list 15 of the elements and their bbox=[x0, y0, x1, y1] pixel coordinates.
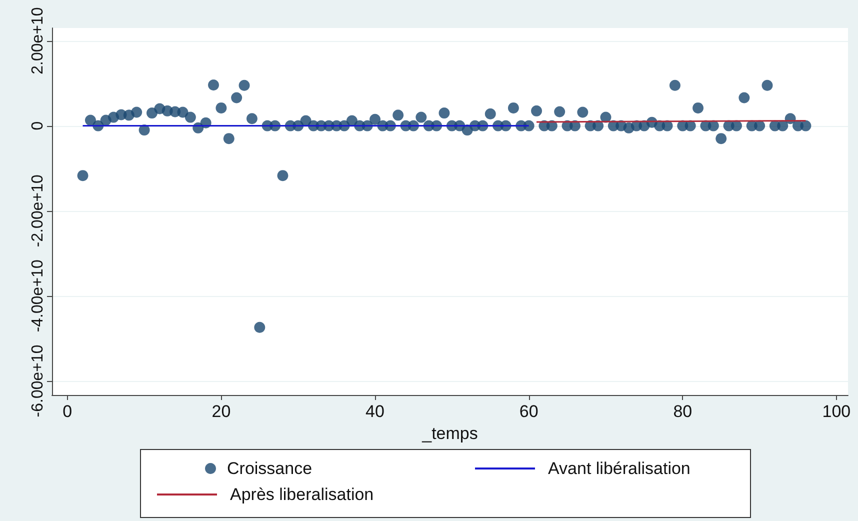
x-tick-label: 80 bbox=[673, 402, 692, 421]
x-tick-label: 20 bbox=[212, 402, 231, 421]
legend-label: Avant libéralisation bbox=[548, 459, 690, 478]
y-tick-label: 0 bbox=[30, 121, 46, 130]
x-tick-label: 40 bbox=[366, 402, 384, 421]
x-tick-label: 0 bbox=[62, 402, 72, 421]
legend-label: Croissance bbox=[227, 459, 312, 478]
x-tick-label: 100 bbox=[822, 402, 851, 421]
y-tick-label: -2.00e+10 bbox=[30, 174, 46, 248]
y-tick-label: -4.00e+10 bbox=[30, 260, 46, 332]
x-tick-label: 60 bbox=[519, 402, 538, 421]
y-tick-label: -6.00e+10 bbox=[30, 344, 46, 418]
x-axis-title: _temps bbox=[421, 424, 478, 443]
y-tick-label: 2.00e+10 bbox=[30, 7, 46, 74]
legend-label: Après liberalisation bbox=[230, 485, 374, 504]
